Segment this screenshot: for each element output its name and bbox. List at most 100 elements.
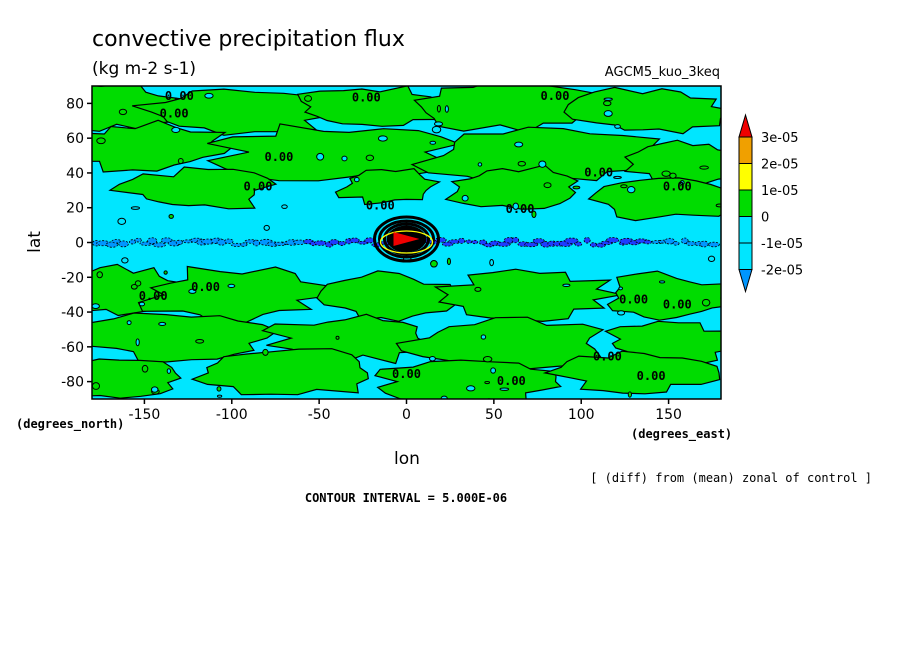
positive-region — [444, 164, 580, 210]
contour-speck — [466, 385, 476, 392]
contour-speck — [216, 386, 222, 392]
contour-speck — [627, 391, 632, 398]
colorbar-label: 3e-05 — [761, 131, 799, 146]
contour-speck — [158, 321, 167, 327]
positive-region — [413, 86, 628, 134]
contour-speck — [679, 180, 685, 186]
equatorial-cell — [105, 241, 119, 248]
peak-contour — [378, 219, 435, 259]
equatorial-cell — [240, 242, 248, 247]
contour-label: 0.00 — [352, 91, 381, 105]
contour-speck — [658, 280, 666, 284]
contour-interval: CONTOUR INTERVAL = 5.000E-06 — [305, 491, 507, 505]
contour-speck — [715, 203, 721, 208]
contour-speck — [341, 155, 348, 162]
equatorial-cell — [511, 236, 520, 244]
x-tick-label: -100 — [216, 407, 248, 423]
equatorial-cell — [252, 239, 261, 247]
contour-label: 0.00 — [244, 179, 273, 193]
contour-label: 0.00 — [160, 106, 189, 120]
contour-speck — [150, 386, 159, 393]
contour-speck — [130, 283, 138, 290]
equatorial-cell — [583, 237, 591, 244]
contour-speck — [92, 303, 100, 310]
y-tick-label: 80 — [66, 96, 84, 112]
contour-lines — [92, 92, 721, 399]
contour-speck — [166, 368, 172, 374]
equatorial-cell — [699, 240, 709, 248]
contour-speck — [96, 271, 103, 279]
colorbar: 3e-05 2e-05 1e-05 0 -1e-05 -2e-05 — [738, 113, 803, 294]
contour-speck — [444, 105, 449, 113]
contour-label: 0.00 — [593, 350, 622, 364]
contour-speck — [572, 185, 581, 190]
colorbar-label: 1e-05 — [761, 184, 799, 199]
contour-speck — [603, 110, 613, 117]
x-tick-label: -150 — [129, 407, 161, 423]
contour-speck — [484, 380, 491, 385]
contour-speck — [126, 320, 132, 326]
contour-speck — [304, 95, 313, 102]
contour-labels: 0.00 0.00 0.00 0.00 0.00 0.00 0.00 0.00 0.00 0.00… — [139, 89, 692, 388]
contour-speck — [365, 154, 375, 162]
contour-speck — [489, 259, 495, 267]
y-axis-units: (degrees_north) — [16, 417, 124, 432]
contour-label: 0.00 — [497, 374, 526, 388]
contour-speck — [446, 257, 452, 266]
contour-label: 0.00 — [637, 369, 666, 383]
contour-speck — [316, 152, 325, 161]
positive-region — [563, 86, 721, 135]
y-tick-label: -80 — [61, 375, 84, 391]
contour-speck — [480, 334, 487, 340]
contour-speck — [661, 170, 671, 177]
equatorial-cell — [349, 237, 360, 244]
contour-speck — [171, 126, 181, 134]
experiment-label: AGCM5_kuo_3keq — [605, 65, 720, 80]
contour-speck — [531, 210, 537, 219]
chart-title: convective precipitation flux — [92, 27, 405, 52]
positive-region — [108, 166, 278, 210]
positive-region — [623, 139, 721, 190]
y-tick-label: 20 — [66, 201, 84, 217]
contour-speck — [227, 283, 236, 289]
colorbar-label: 2e-05 — [761, 158, 799, 173]
contour-speck — [204, 92, 214, 99]
contour-speck — [377, 135, 388, 142]
contour-speck — [613, 175, 622, 179]
contour-label: 0.00 — [165, 89, 194, 103]
contour-speck — [620, 184, 628, 189]
equatorial-cell — [708, 241, 720, 248]
colorbar-label: 0 — [761, 211, 769, 226]
positive-region — [190, 348, 369, 396]
contour-speck — [138, 301, 146, 307]
contour-speck — [262, 348, 269, 356]
contour-speck — [701, 298, 711, 307]
x-axis: -150 -100 -50 0 50 100 150 — [129, 399, 682, 423]
colorbar-segment — [738, 189, 753, 217]
equatorial-cell — [606, 237, 620, 244]
contour-label: 0.00 — [392, 367, 421, 381]
equatorial-cell — [337, 240, 346, 246]
contour-label: 0.00 — [663, 179, 692, 193]
y-tick-label: 0 — [75, 236, 84, 252]
equatorial-cell — [328, 239, 340, 245]
equatorial-cell — [478, 239, 487, 246]
contour-speck — [538, 160, 547, 168]
colorbar-label: -2e-05 — [761, 264, 803, 279]
contour-speck — [431, 125, 442, 134]
positive-region — [542, 350, 721, 395]
positive-region — [137, 265, 340, 327]
positive-region — [316, 270, 465, 322]
contour-label: 0.00 — [191, 280, 220, 294]
equatorial-cell — [664, 237, 676, 245]
contour-speck — [130, 206, 141, 210]
colorbar-bottom-arrow — [738, 269, 753, 294]
contour-label: 0.00 — [584, 165, 613, 179]
equatorial-cell — [364, 237, 375, 244]
x-tick-label: 0 — [402, 407, 411, 423]
contour-speck — [482, 355, 493, 363]
contour-speck — [335, 335, 340, 340]
contour-speck — [118, 108, 128, 116]
equatorial-cell — [224, 238, 234, 244]
